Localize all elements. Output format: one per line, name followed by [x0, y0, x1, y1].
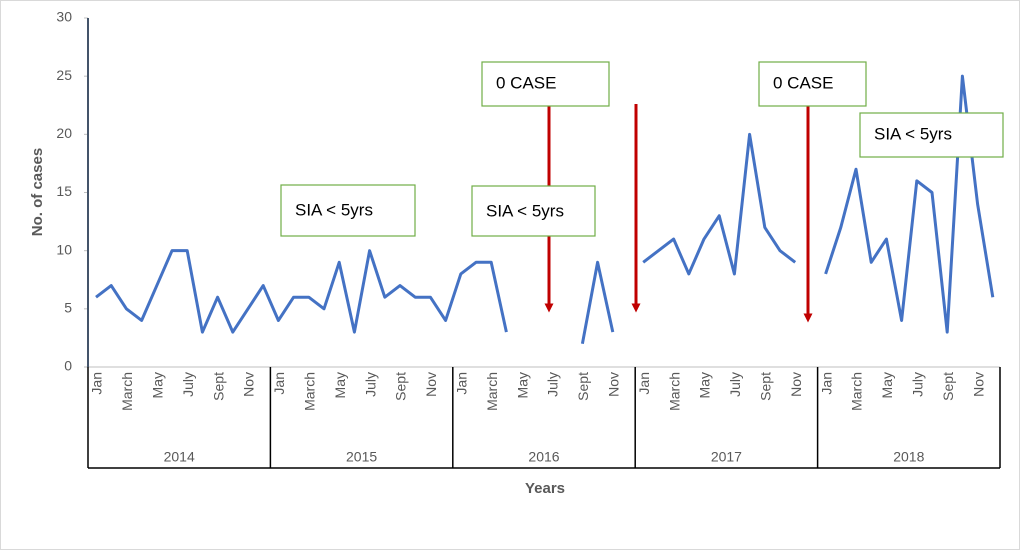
group-label: 2014 — [164, 449, 195, 465]
y-tick-label: 30 — [56, 9, 72, 25]
x-tick-label: Sept — [575, 372, 591, 401]
group-label: 2018 — [893, 449, 924, 465]
x-tick-label: May — [150, 372, 166, 398]
y-axis-label: No. of cases — [29, 148, 46, 236]
y-tick-label: 5 — [64, 300, 72, 316]
x-tick-label: July — [910, 372, 926, 397]
group-label: 2017 — [711, 449, 742, 465]
x-tick-label: March — [302, 372, 318, 411]
x-tick-label: May — [879, 372, 895, 398]
x-tick-label: Sept — [393, 372, 409, 401]
x-tick-label: Jan — [271, 372, 287, 395]
x-tick-label: Nov — [970, 372, 986, 397]
x-tick-label: Jan — [89, 372, 105, 395]
y-tick-label: 10 — [56, 241, 72, 257]
y-tick-label: 15 — [56, 183, 72, 199]
x-tick-label: March — [119, 372, 135, 411]
x-tick-label: July — [727, 372, 743, 397]
x-tick-label: Jan — [454, 372, 470, 395]
x-tick-label: Jan — [636, 372, 652, 395]
x-tick-label: Nov — [788, 372, 804, 397]
annotation-box — [859, 112, 1004, 158]
annotation-box — [280, 184, 416, 237]
x-tick-label: Jan — [818, 372, 834, 395]
x-tick-label: Sept — [758, 372, 774, 401]
x-tick-label: Sept — [940, 372, 956, 401]
x-tick-label: July — [180, 372, 196, 397]
x-tick-label: Sept — [210, 372, 226, 401]
y-tick-label: 20 — [56, 125, 72, 141]
x-tick-label: March — [666, 372, 682, 411]
annotation-box — [758, 61, 867, 107]
annotation: 0 CASE — [773, 73, 833, 92]
x-axis-label: Years — [525, 480, 565, 497]
x-tick-label: May — [697, 372, 713, 398]
group-label: 2015 — [346, 449, 377, 465]
x-tick-label: Nov — [423, 372, 439, 397]
x-tick-label: March — [849, 372, 865, 411]
x-tick-label: May — [332, 372, 348, 398]
annotation: 0 CASE — [496, 73, 556, 92]
annotation: SIA < 5yrs — [874, 124, 952, 143]
x-tick-label: July — [362, 372, 378, 397]
annotation: SIA < 5yrs — [486, 201, 564, 220]
line-series — [95, 74, 995, 345]
x-tick-label: Nov — [606, 372, 622, 397]
annotation-box — [481, 61, 610, 107]
annotation-box — [471, 185, 596, 237]
group-label: 2016 — [528, 449, 559, 465]
x-tick-label: Nov — [241, 372, 257, 397]
x-tick-label: May — [514, 372, 530, 398]
y-tick-label: 0 — [64, 358, 72, 374]
annotation: SIA < 5yrs — [295, 200, 373, 219]
x-tick-label: July — [545, 372, 561, 397]
x-tick-label: March — [484, 372, 500, 411]
y-tick-label: 25 — [56, 67, 72, 83]
